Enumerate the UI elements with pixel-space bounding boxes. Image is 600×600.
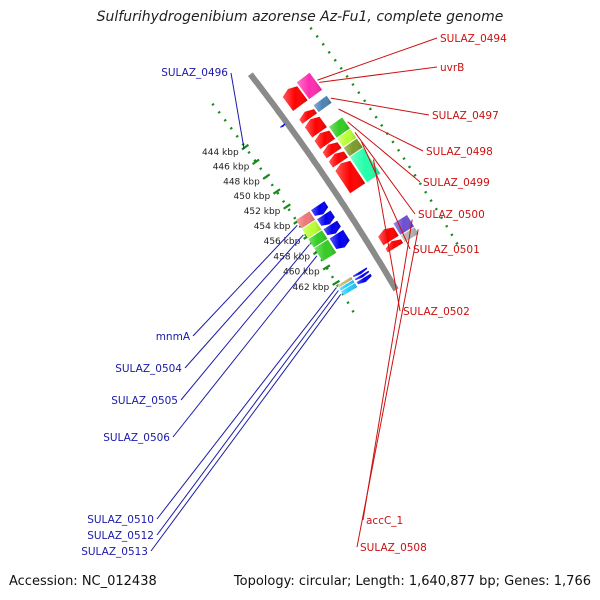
label-leader	[347, 121, 421, 183]
gene-label-SULAZ_0510: SULAZ_0510	[87, 514, 154, 526]
label-leader	[330, 97, 430, 116]
cog-block-SULAZ_0506-shade	[314, 239, 337, 262]
cog-block-accC_1-shade	[393, 215, 414, 235]
label-leaders	[150, 37, 438, 552]
gene-arrow-SULAZ_0504-shade	[317, 210, 335, 226]
axis-tick-label: 452 kbp	[244, 207, 281, 217]
axis-tick	[262, 173, 271, 180]
axis-tick-label: 456 kbp	[264, 237, 301, 247]
gene-arrow-SULAZ_0497-shade	[299, 109, 317, 124]
gene-label-uvrB: uvrB	[440, 62, 464, 74]
gene-label-SULAZ_0499: SULAZ_0499	[423, 177, 490, 189]
gene-label-SULAZ_0513: SULAZ_0513	[81, 546, 148, 558]
gene-arrow-mnmA-shade	[311, 201, 329, 216]
gene-label-accC_1: accC_1	[366, 515, 403, 527]
cog-block-SULAZ_0502-shade	[350, 148, 381, 183]
gene-arrow-SULAZ_0508-shade	[385, 239, 404, 253]
label-leader	[361, 141, 411, 250]
genome-backbone	[247, 72, 399, 292]
cog-block-SULAZ_0500-shade	[337, 129, 357, 147]
gene-arrow-SULAZ_0500-shade	[322, 142, 342, 159]
cog-block-SULAZ_0497-shade	[313, 95, 332, 113]
axis-tick-label: 444 kbp	[202, 148, 239, 158]
axis-tick	[251, 158, 260, 166]
gene-arrow-SULAZ_0494-shade	[282, 86, 308, 111]
label-leader	[317, 37, 438, 81]
cog-block-mnmA-shade	[296, 211, 315, 229]
gene-label-SULAZ_0496: SULAZ_0496	[161, 67, 228, 79]
label-leader	[373, 159, 401, 312]
gene-arrow-SULAZ_0502-shade	[335, 160, 366, 194]
label-leader	[172, 255, 318, 438]
gene-label-SULAZ_0500: SULAZ_0500	[418, 209, 485, 221]
cog-block-SULAZ_0512-shade	[339, 280, 355, 291]
label-leader	[156, 290, 339, 536]
label-leader	[156, 287, 337, 520]
axis-tick	[283, 203, 291, 210]
axis-tick	[322, 264, 331, 271]
axis-tick-label: 460 kbp	[283, 268, 320, 278]
gene-arrow-SULAZ_0498-shade	[304, 116, 327, 138]
map-title: Sulfurihydrogenibium azorense Az-Fu1, co…	[96, 9, 504, 25]
dotted-rings	[211, 26, 463, 315]
label-leader	[184, 234, 304, 369]
gene-arrow-SULAZ_0512-shade	[354, 270, 370, 281]
axis-tick-label: 462 kbp	[293, 283, 330, 293]
gene-label-SULAZ_0502: SULAZ_0502	[403, 306, 470, 318]
cog-block-SULAZ_0499-shade	[329, 117, 350, 138]
cog-block-SULAZ_0505-shade	[308, 230, 328, 248]
cog-block-SULAZ_0501-shade	[343, 138, 363, 157]
cog-block-SULAZ_0504-shade	[302, 220, 322, 239]
gene-arrow-SULAZ_0506-shade	[329, 229, 350, 249]
label-leader	[356, 229, 419, 548]
topology-text: Topology: circular; Length: 1,640,877 bp…	[233, 574, 591, 589]
gene-arrow-accC_1-shade	[378, 227, 399, 246]
label-leader	[180, 244, 310, 401]
gene-label-SULAZ_0494: SULAZ_0494	[440, 33, 507, 45]
gene-arrow-small-shade	[279, 123, 286, 128]
gene-label-mnmA: mnmA	[156, 331, 191, 343]
gene-label-SULAZ_0501: SULAZ_0501	[413, 244, 480, 256]
label-leader	[354, 132, 416, 215]
gene-label-SULAZ_0498: SULAZ_0498	[426, 146, 493, 158]
gene-arrow-SULAZ_0499-shade	[314, 130, 335, 149]
label-leader	[362, 219, 413, 521]
gene-labels: SULAZ_0494 uvrB SULAZ_0497 SULAZ_0498 SULAZ_…	[81, 33, 507, 558]
axis-tick	[332, 279, 341, 286]
gene-label-SULAZ_0506: SULAZ_0506	[103, 432, 170, 444]
label-leader	[319, 66, 438, 83]
axis-tick-label: 448 kbp	[223, 177, 260, 187]
axis-tick	[241, 143, 250, 151]
accession-text: Accession: NC_012438	[9, 574, 157, 589]
gene-label-SULAZ_0505: SULAZ_0505	[111, 395, 178, 407]
cog-block-SULAZ_0510-shade	[337, 276, 353, 288]
axis-tick-label: 450 kbp	[234, 192, 271, 202]
gene-label-SULAZ_0508: SULAZ_0508	[360, 542, 427, 554]
gene-label-SULAZ_0512: SULAZ_0512	[87, 530, 154, 542]
gene-features	[279, 72, 419, 296]
axis-tick-label: 446 kbp	[213, 163, 250, 173]
axis-tick	[272, 188, 281, 195]
axis-tick-label: 454 kbp	[254, 222, 291, 232]
label-leader	[338, 108, 424, 152]
label-leader	[230, 72, 245, 150]
cog-block-SULAZ_0513-shade	[341, 283, 358, 296]
label-leader	[192, 225, 298, 337]
gene-label-SULAZ_0504: SULAZ_0504	[115, 363, 182, 375]
gene-arrow-SULAZ_0501-shade	[329, 151, 348, 168]
gene-arrow-SULAZ_0510-shade	[352, 267, 368, 278]
gene-arrow-SULAZ_0505-shade	[323, 220, 341, 236]
cog-block-SULAZ_0494-shade	[296, 72, 323, 100]
gene-arrow-SULAZ_0513-shade	[356, 273, 372, 285]
axis-tick-label: 458 kbp	[273, 252, 310, 262]
dotted-ring-inner	[211, 102, 356, 315]
label-leader	[150, 294, 342, 552]
gene-label-SULAZ_0497: SULAZ_0497	[432, 110, 499, 122]
